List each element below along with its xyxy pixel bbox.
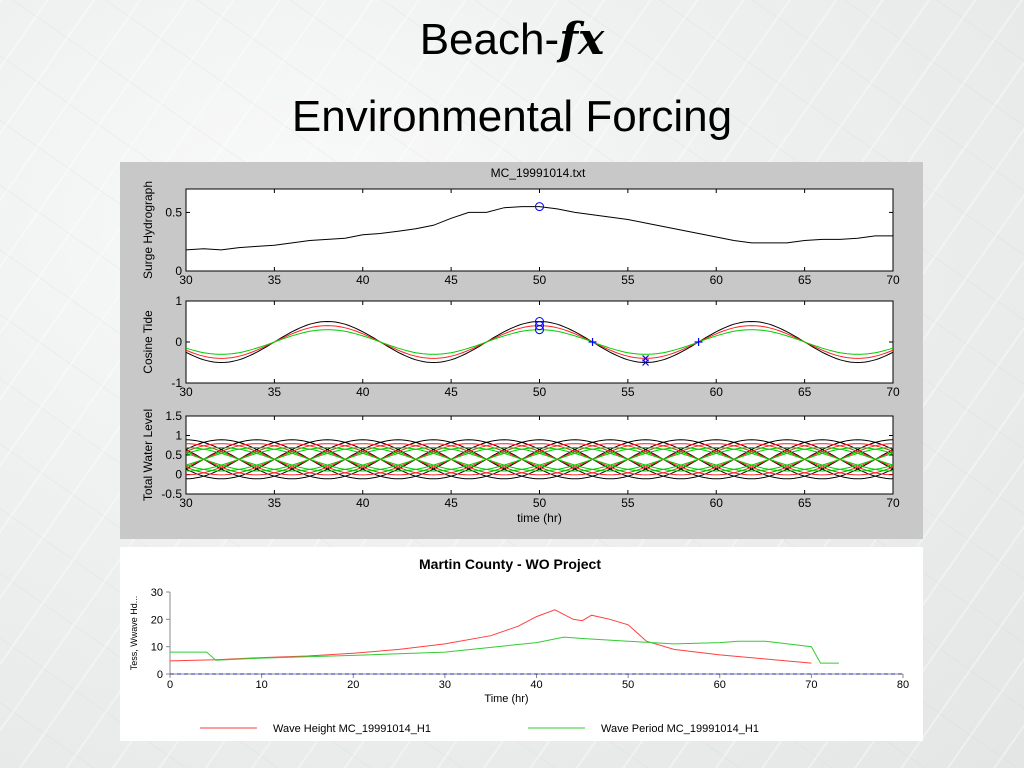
- y-axis-label: Total Water Level: [141, 409, 155, 501]
- y-axis-label: Cosine Tide: [141, 310, 155, 374]
- water-level-line-green: [185, 447, 894, 472]
- excel-x-tick-label: 0: [167, 679, 173, 691]
- excel-y-axis-label: Tess, Wwave Hd...: [129, 596, 139, 671]
- water-level-line-red: [185, 443, 894, 476]
- x-tick-label: 40: [356, 496, 370, 510]
- y-tick-label: -1: [171, 376, 182, 390]
- x-tick-label: 55: [621, 385, 635, 399]
- x-tick-label: 65: [798, 385, 812, 399]
- excel-x-tick-label: 80: [897, 679, 909, 691]
- x-tick-label: 45: [444, 496, 458, 510]
- excel-x-tick-label: 40: [530, 679, 542, 691]
- y-tick-label: 0: [175, 468, 182, 482]
- fx-logo-text: fx: [559, 14, 605, 65]
- x-tick-label: 70: [886, 496, 900, 510]
- x-tick-label: 55: [621, 496, 635, 510]
- water-level-line-red: [185, 443, 894, 476]
- plus-marker: [588, 338, 597, 346]
- y-tick-label: 1: [175, 429, 182, 443]
- excel-x-tick-label: 10: [256, 679, 268, 691]
- water-level-line-red: [185, 443, 894, 476]
- excel-y-tick-label: 30: [151, 587, 163, 599]
- x-tick-label: 35: [268, 496, 282, 510]
- axes-box-0: [185, 188, 894, 272]
- x-tick-label: 60: [710, 385, 724, 399]
- excel-x-tick-label: 30: [439, 679, 451, 691]
- x-tick-label: 30: [179, 385, 193, 399]
- x-tick-label: 40: [356, 385, 370, 399]
- excel-x-tick-label: 50: [622, 679, 634, 691]
- matlab-figure-svg: MC_19991014.txt 30 35 40 45 50 55 60 65 70 0 0.5 Su…: [141, 166, 900, 525]
- y-tick-label: 0: [175, 335, 182, 349]
- water-level-line-black: [185, 439, 894, 480]
- x-tick-label: 30: [179, 496, 193, 510]
- excel-x-tick-label: 70: [805, 679, 817, 691]
- legend-label-wave-period: Wave Period MC_19991014_H1: [601, 723, 759, 735]
- water-level-line-green: [185, 447, 894, 472]
- x-tick-label: 35: [268, 385, 282, 399]
- x-tick-label: 30: [179, 273, 193, 287]
- x-axis-label: time (hr): [517, 511, 562, 525]
- plus-marker: [694, 338, 703, 346]
- excel-chart-title: Martin County - WO Project: [419, 556, 601, 572]
- excel-x-axis-label: Time (hr): [484, 693, 528, 705]
- y-tick-label: 1: [175, 294, 182, 308]
- x-tick-label: 45: [444, 273, 458, 287]
- excel-x-tick-label: 20: [347, 679, 359, 691]
- water-level-line-red: [185, 443, 894, 476]
- excel-y-tick-label: 0: [157, 669, 163, 681]
- y-tick-label: 0.5: [165, 205, 182, 219]
- axes-box-2: [185, 415, 894, 495]
- water-level-line-green: [185, 447, 894, 472]
- x-tick-label: 40: [356, 273, 370, 287]
- x-tick-label: 60: [710, 496, 724, 510]
- y-tick-label: 0: [175, 264, 182, 278]
- x-tick-label: 50: [533, 273, 547, 287]
- y-axis-label: Surge Hydrograph: [141, 181, 155, 279]
- water-level-line-black: [185, 439, 894, 480]
- axes-box-1: [185, 300, 894, 384]
- y-tick-label: 1.5: [165, 409, 182, 423]
- x-tick-label: 70: [886, 385, 900, 399]
- x-tick-label: 65: [798, 496, 812, 510]
- circle-marker: [535, 321, 544, 331]
- x-tick-label: 50: [533, 385, 547, 399]
- x-tick-label: 70: [886, 273, 900, 287]
- legend-label-wave-height: Wave Height MC_19991014_H1: [273, 723, 431, 735]
- figure-title: MC_19991014.txt: [491, 166, 586, 180]
- excel-x-tick-label: 60: [714, 679, 726, 691]
- circle-marker: [535, 325, 544, 335]
- excel-y-tick-label: 10: [151, 642, 163, 654]
- matlab-figure: MC_19991014.txt 30 35 40 45 50 55 60 65 70 0 0.5 Su…: [120, 162, 923, 539]
- x-tick-label: 65: [798, 273, 812, 287]
- x-tick-label: 55: [621, 273, 635, 287]
- x-marker: [642, 359, 649, 366]
- x-tick-label: 60: [710, 273, 724, 287]
- slide-title: Beach-fx: [419, 14, 605, 65]
- excel-chart-svg: Martin County - WO Project 0 10 20 30 0 10 20 3…: [129, 556, 909, 735]
- slide-subtitle: Environmental Forcing: [291, 92, 733, 141]
- circle-marker: [535, 202, 544, 212]
- water-level-line-green: [185, 447, 894, 472]
- surge-line: [185, 206, 893, 251]
- wave-height-line: [169, 609, 812, 664]
- excel-chart: Martin County - WO Project 0 10 20 30 0 10 20 3…: [120, 547, 923, 741]
- x-tick-label: 50: [533, 496, 547, 510]
- x-tick-label: 35: [268, 273, 282, 287]
- x-tick-label: 45: [444, 385, 458, 399]
- excel-y-tick-label: 20: [151, 614, 163, 626]
- y-tick-label: 0.5: [165, 448, 182, 462]
- y-tick-label: -0.5: [161, 487, 182, 501]
- wave-period-line: [170, 636, 839, 664]
